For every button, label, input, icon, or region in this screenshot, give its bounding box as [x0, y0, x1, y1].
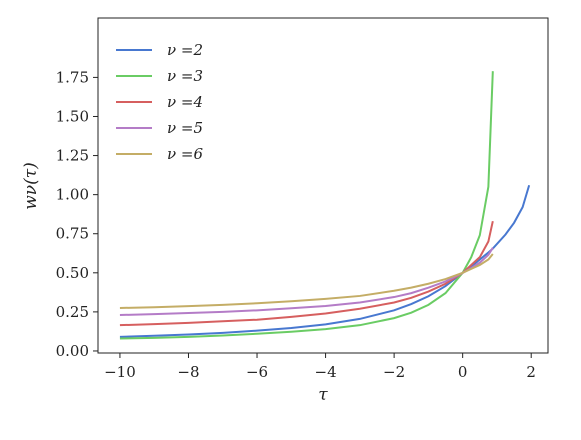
x-tick-label: −6 [246, 363, 268, 381]
y-tick-label: 1.00 [56, 186, 89, 204]
x-tick-label: 2 [526, 363, 536, 381]
legend-label: ν =3 [167, 67, 203, 85]
x-tick-label: −4 [315, 363, 337, 381]
y-tick-label: 0.25 [56, 303, 89, 321]
x-axis-label: τ [318, 385, 328, 405]
line-series [119, 221, 494, 327]
x-tick-label: −10 [104, 363, 136, 381]
plot-frame [97, 17, 549, 354]
y-tick-label: 1.50 [56, 107, 89, 125]
y-tick-label: 0.50 [56, 264, 89, 282]
y-tick-label: 0.00 [56, 342, 89, 360]
x-tick-label: 0 [458, 363, 468, 381]
line-series [119, 247, 494, 317]
legend-label: ν =5 [167, 119, 203, 137]
line-series [119, 184, 531, 338]
legend-label: ν =6 [167, 145, 203, 163]
x-tick-label: −2 [383, 363, 405, 381]
x-tick-label: −8 [177, 363, 199, 381]
y-tick-label: 1.75 [56, 68, 89, 86]
legend-label: ν =2 [167, 41, 203, 59]
y-tick-label: 0.75 [56, 225, 89, 243]
line-series [119, 253, 494, 309]
y-tick-label: 1.25 [56, 147, 89, 165]
y-axis-label: wν(τ) [21, 162, 41, 210]
legend-label: ν =4 [167, 93, 203, 111]
line-series [119, 71, 494, 340]
